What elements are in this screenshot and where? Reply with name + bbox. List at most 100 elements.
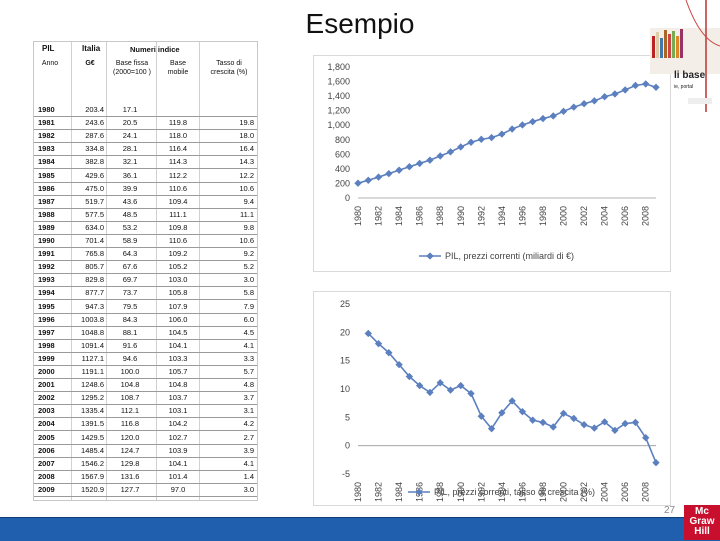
x-tick-label: 2000 [559, 482, 569, 502]
table-row: 2004 1391.5 116.8 104.2 4.2 [34, 417, 257, 432]
cell-tasso: 3.1 [243, 406, 254, 416]
table-col-ge: G€ [85, 60, 95, 67]
x-tick-label: 1990 [456, 206, 466, 226]
cell-tasso: 4.5 [243, 327, 254, 337]
cell-anno: 1993 [38, 275, 55, 285]
y-tick-label: 1,200 [327, 106, 350, 116]
cell-tasso: 3.3 [243, 353, 254, 363]
cell-tasso: 10.6 [239, 183, 254, 193]
table-row: 2000 1191.1 100.0 105.7 5.7 [34, 365, 257, 379]
data-point [395, 166, 403, 174]
data-point [580, 100, 588, 108]
table-col-base-fissa: Base fissa (2000=100 ) [113, 60, 151, 76]
table-row: 1988 577.5 48.5 111.1 11.1 [34, 208, 257, 222]
data-point [539, 418, 547, 427]
cell-anno: 1988 [38, 209, 55, 219]
data-point [580, 421, 588, 429]
cell-base-mobile: 104.5 [168, 327, 188, 337]
x-tick-label: 1990 [456, 482, 466, 502]
y-tick-label: 5 [345, 412, 350, 422]
data-point [405, 163, 414, 171]
cell-base-mobile: 110.6 [168, 183, 188, 193]
y-tick-label: 1,000 [327, 120, 350, 130]
table-row: 1995 947.3 79.5 107.9 7.9 [34, 300, 257, 314]
cell-base-fissa: 84.3 [122, 314, 138, 324]
cell-base-fissa: 104.8 [120, 380, 140, 390]
x-tick-label: 2002 [579, 482, 589, 502]
page-number: 27 [664, 505, 676, 516]
data-point [436, 152, 444, 160]
book-cover-logo: li base ie, portal [626, 0, 720, 112]
cell-tasso: 12.2 [239, 170, 254, 180]
x-tick-label: 1992 [476, 482, 486, 502]
gdp-level-chart-panel: 0 200 400 600 800 1,000 1,200 1,400 1,600 1,800 19… [313, 55, 671, 272]
y-tick-label: 10 [340, 384, 350, 394]
x-tick-label: 1996 [517, 206, 527, 226]
data-point [385, 349, 393, 357]
cell-anno: 1998 [38, 340, 55, 350]
cell-base-fissa: 94.6 [122, 353, 138, 363]
cell-base-fissa: 69.7 [122, 275, 138, 285]
data-point [590, 424, 599, 432]
x-tick-label: 2006 [620, 482, 630, 502]
cell-anno: 2005 [38, 432, 55, 442]
cell-anno: 2000 [38, 367, 55, 376]
cell-anno: 1987 [38, 196, 55, 206]
cell-ge: 1295.2 [81, 393, 104, 403]
y-tick-label: 400 [335, 164, 350, 174]
logo-line-3: Hill [694, 526, 710, 537]
footer-bar [0, 517, 720, 541]
table-row: 1989 634.0 53.2 109.8 9.8 [34, 221, 257, 235]
x-tick-label: 1994 [497, 206, 507, 226]
cell-base-fissa: 67.6 [122, 262, 138, 272]
cell-ge: 701.4 [85, 236, 104, 245]
data-point [549, 423, 557, 431]
y-tick-label: 1,800 [327, 62, 350, 72]
table-row: 1993 829.8 69.7 103.0 3.0 [34, 273, 257, 288]
cell-ge: 203.4 [85, 105, 104, 114]
cell-base-mobile: 116.4 [168, 144, 188, 154]
x-tick-label: 2004 [600, 482, 610, 502]
table-row: 2005 1429.5 120.0 102.7 2.7 [34, 431, 257, 445]
data-point [642, 80, 650, 88]
x-tick-label: 1988 [435, 482, 445, 502]
table-row: 1996 1003.8 84.3 106.0 6.0 [34, 313, 257, 327]
x-tick-label: 1980 [353, 482, 363, 502]
table-row: 1983 334.8 28.1 116.4 16.4 [34, 142, 257, 157]
cell-base-mobile: 104.1 [168, 458, 188, 468]
gdp-growth-chart-panel: -505101520251980198219841986198819901992… [313, 291, 671, 506]
table-row: 1998 1091.4 91.6 104.1 4.1 [34, 339, 257, 353]
cell-ge: 429.6 [85, 170, 104, 180]
cell-tasso: 11.1 [239, 209, 254, 219]
x-tick-label: 1984 [394, 206, 404, 226]
cell-base-fissa: 32.1 [122, 157, 138, 167]
cell-base-mobile: 103.1 [168, 406, 188, 416]
cell-base-mobile: 97.0 [170, 484, 186, 494]
cell-base-fissa: 116.8 [120, 419, 140, 429]
cell-base-fissa: 124.7 [120, 445, 140, 455]
data-point [559, 409, 568, 418]
table-row: 1999 1127.1 94.6 103.3 3.3 [34, 352, 257, 366]
table-col-anno: Anno [41, 60, 59, 67]
cell-base-fissa: 39.9 [122, 183, 138, 193]
cell-anno: 1999 [38, 353, 55, 363]
data-point [590, 97, 599, 105]
data-point [364, 176, 372, 184]
cell-ge: 577.5 [85, 209, 104, 219]
table-row: 1982 287.6 24.1 118.0 18.0 [34, 129, 257, 144]
cell-tasso: 9.8 [243, 222, 254, 232]
cell-base-fissa: 120.0 [120, 432, 140, 442]
x-tick-label: 2000 [559, 206, 569, 226]
cell-tasso: 1.4 [243, 471, 254, 481]
data-point [487, 424, 496, 433]
cell-base-mobile: 104.8 [168, 380, 188, 390]
cell-ge: 1567.9 [81, 471, 104, 481]
table-row: 1985 429.6 36.1 112.2 12.2 [34, 169, 257, 183]
x-tick-label: 1998 [538, 482, 548, 502]
cell-base-fissa: 112.1 [120, 406, 140, 416]
cell-base-mobile: 103.7 [168, 393, 188, 403]
cell-base-mobile: 103.9 [168, 445, 188, 455]
table-row: 2009 1520.9 127.7 97.0 3.0 [34, 483, 257, 497]
cell-base-fissa: 36.1 [122, 170, 138, 180]
y-tick-label: 0 [345, 193, 350, 203]
